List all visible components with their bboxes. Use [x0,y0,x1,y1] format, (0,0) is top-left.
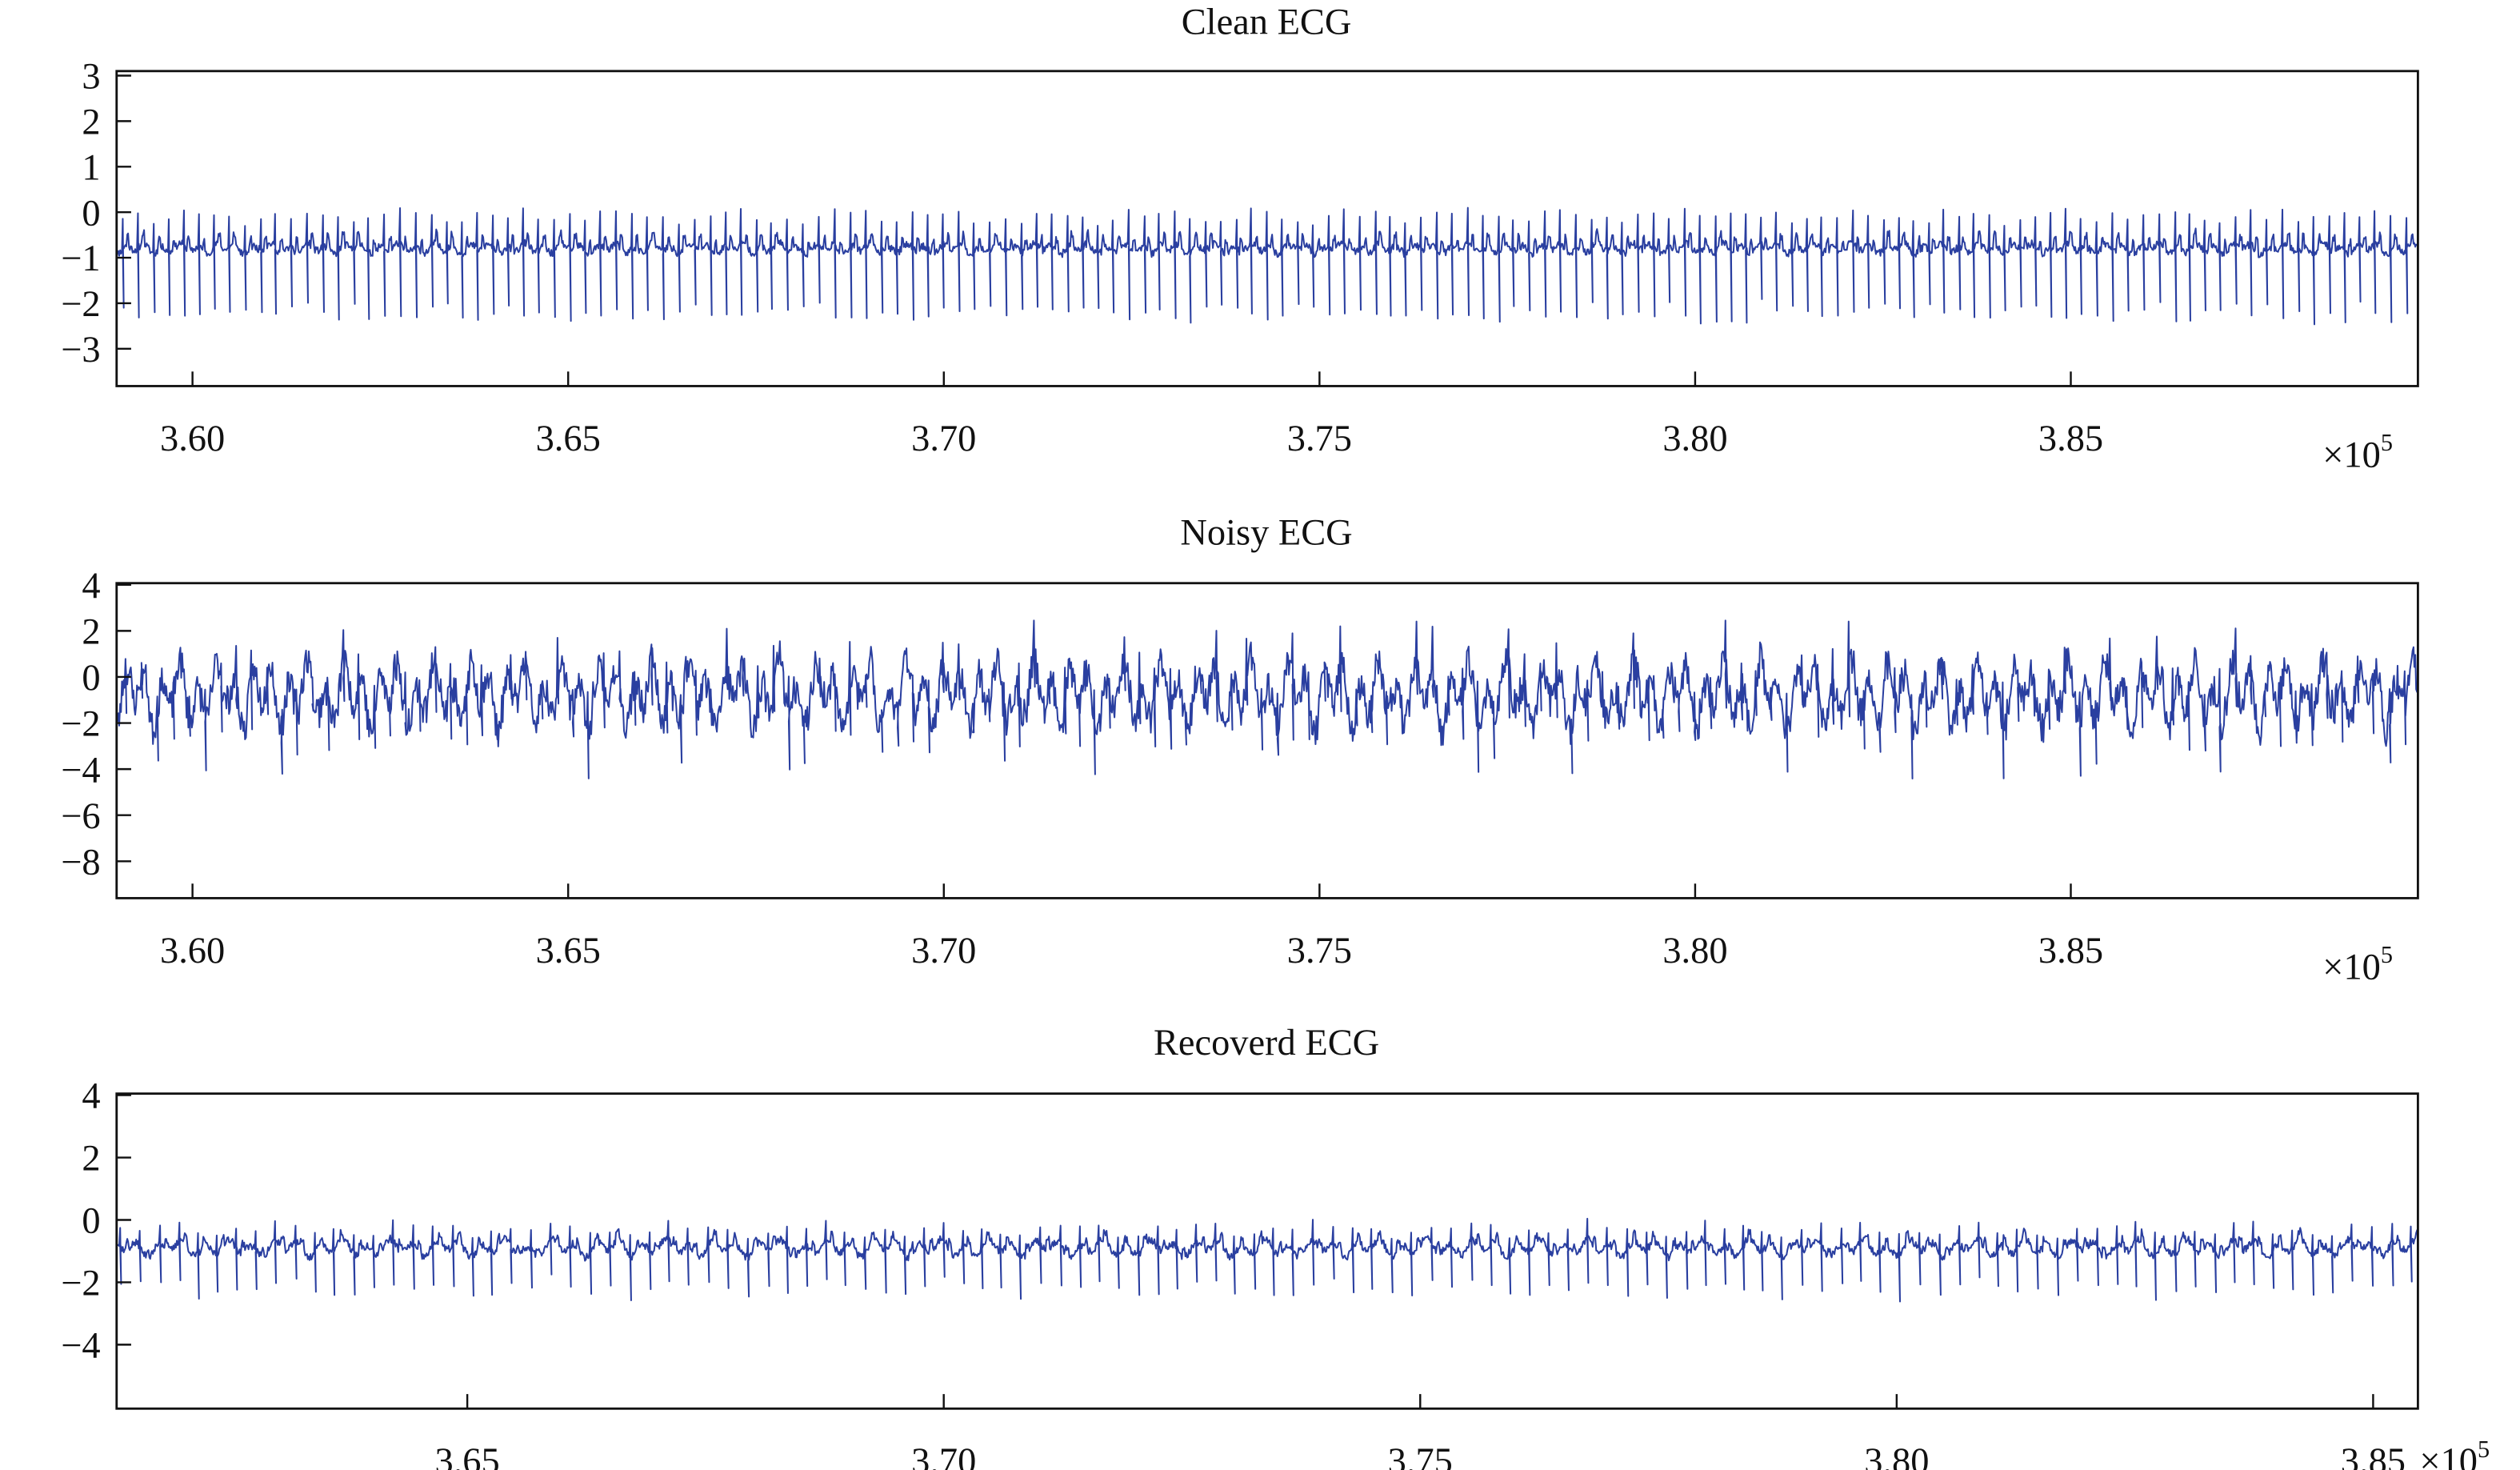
x-tick-label: 3.80 [1864,1441,1929,1470]
ecg-panel-1: Clean ECG 321 0−1 −2 −3 3.60 3.65 3.70 3.75 3.80 3… [61,2,2419,475]
x-multiplier: ×105 [2322,429,2393,475]
y-tick-label: 4 [82,1076,100,1117]
axes-frame [115,582,2419,899]
y-tick-label: −4 [61,750,100,791]
ecg-trace [115,206,2419,326]
x-multiplier-exponent: 5 [2381,429,2393,456]
y-tick-label: −2 [61,704,100,745]
y-tick-label: −8 [61,842,100,883]
x-multiplier-exponent: 5 [2478,1436,2490,1463]
y-tick-label: 0 [82,1201,100,1242]
x-tick-label: 3.85 [2038,419,2103,459]
y-tick-label: 4 [82,566,100,607]
x-tick-label: 3.75 [1388,1441,1453,1470]
x-tick-label: 3.65 [435,1441,500,1470]
y-tick-label: 2 [82,102,100,143]
y-tick-label: −2 [61,1264,100,1304]
y-tick-label: 2 [82,1139,100,1180]
x-tick-label: 3.70 [911,1441,976,1470]
x-tick-label: 3.75 [1287,419,1352,459]
x-tick-label: 3.80 [1662,931,1727,971]
y-tick-label: 3 [82,57,100,98]
x-multiplier: ×105 [2419,1436,2490,1470]
y-tick-label: 0 [82,193,100,234]
x-multiplier-base: ×10 [2419,1441,2478,1470]
x-multiplier-base: ×10 [2322,435,2381,475]
y-tick-label: −4 [61,1326,100,1367]
axes-frame [115,1092,2419,1410]
y-tick-label: −3 [61,330,100,371]
ecg-panel-2: Noisy ECG 4 2 0 −2 −4 −6 −8 3.60 3.65 3.70 3.75 3.80… [61,512,2419,987]
ecg-trace [116,1217,2419,1303]
x-tick-label: 3.85 [2341,1441,2406,1470]
x-tick-label: 3.85 [2038,931,2103,971]
panel-title: Recoverd ECG [1154,1023,1379,1063]
x-tick-label: 3.60 [160,931,225,971]
x-tick-label: 3.60 [160,419,225,459]
y-tick-label: 1 [82,147,100,188]
y-tick-label: −1 [61,238,100,279]
ecg-panel-3: Recoverd ECG 4 2 0 −2 −4 3.65 3.70 3.75 3.80 3.85 ×… [61,1023,2490,1470]
panel-title: Noisy ECG [1180,512,1352,553]
x-multiplier: ×105 [2322,941,2393,987]
y-tick-label: 0 [82,658,100,699]
x-tick-label: 3.65 [536,419,601,459]
x-tick-label: 3.65 [536,931,601,971]
panel-title: Clean ECG [1182,2,1352,42]
y-tick-label: 2 [82,612,100,653]
x-multiplier-base: ×10 [2322,947,2381,987]
x-tick-label: 3.70 [911,931,976,971]
x-tick-label: 3.80 [1662,419,1727,459]
x-multiplier-exponent: 5 [2381,941,2393,968]
y-tick-label: −2 [61,284,100,325]
x-tick-label: 3.75 [1287,931,1352,971]
axes-frame [115,70,2419,387]
x-tick-label: 3.70 [911,419,976,459]
y-tick-label: −6 [61,796,100,837]
ecg-trace [115,619,2419,780]
